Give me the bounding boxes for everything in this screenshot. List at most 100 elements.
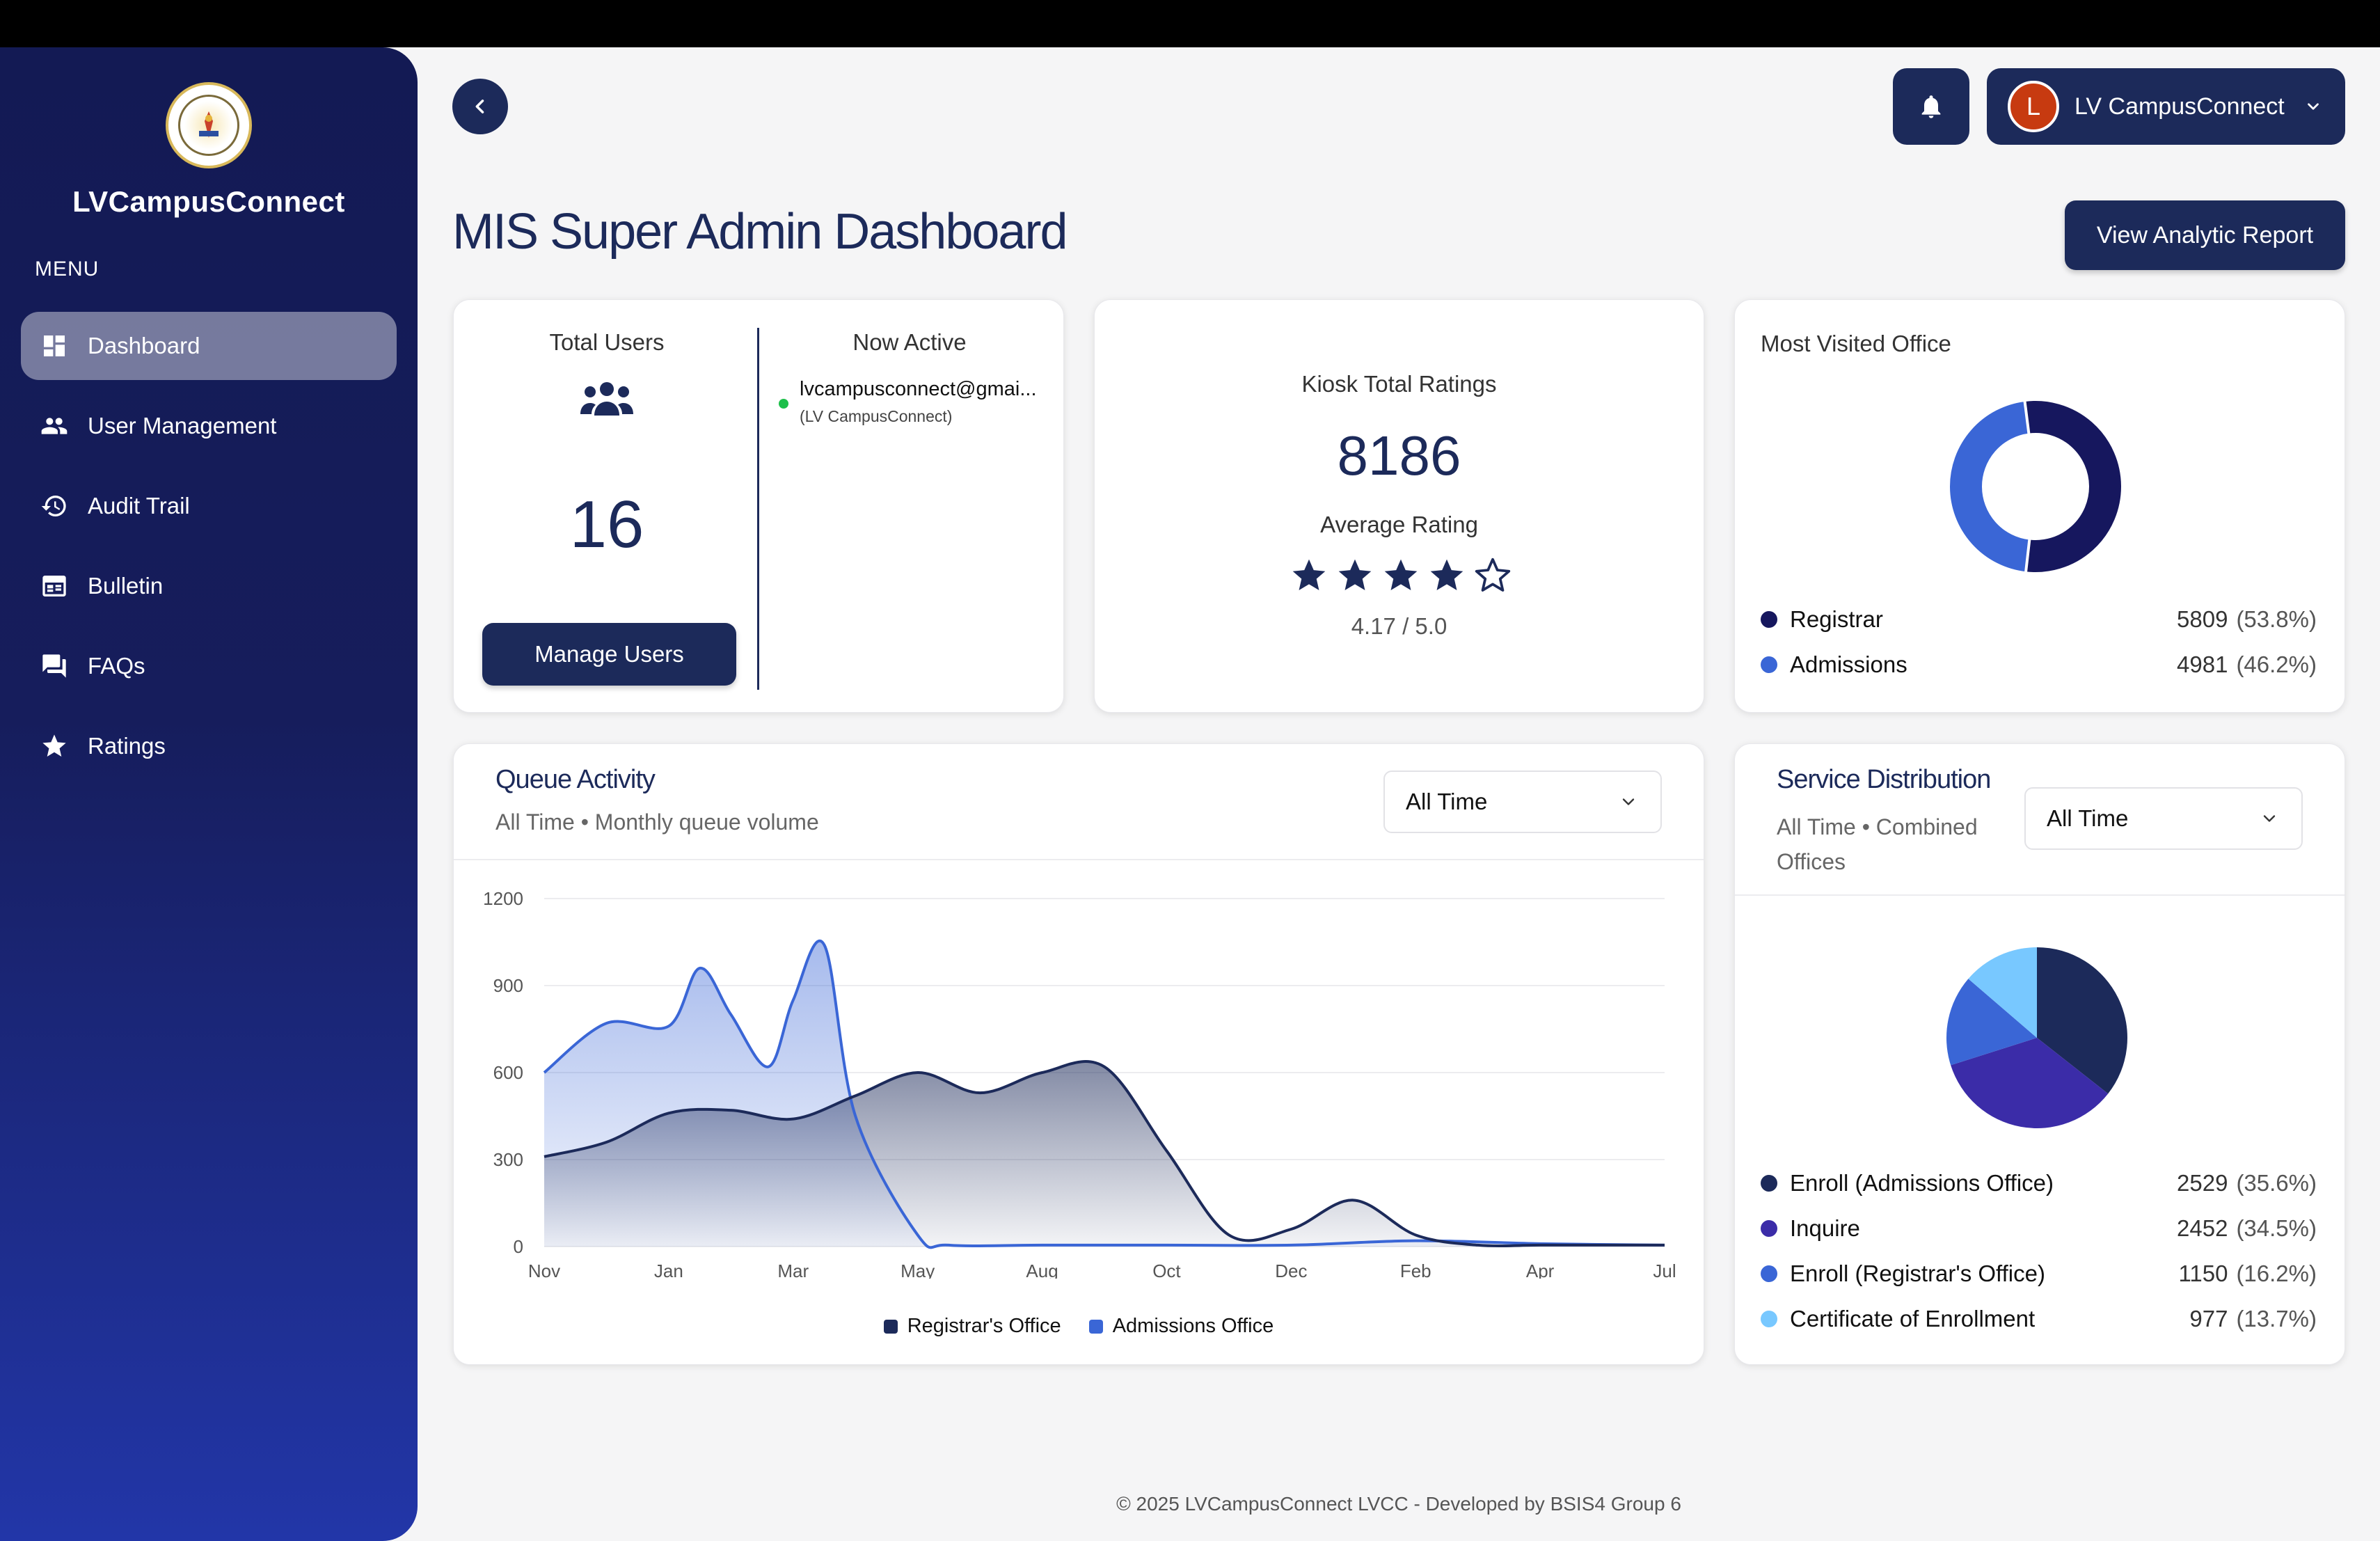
- calendar-icon: [39, 571, 70, 601]
- card-subtitle: All Time • Monthly queue volume: [495, 809, 819, 835]
- legend-label: Inquire: [1790, 1215, 1860, 1241]
- average-rating-label: Average Rating: [1320, 512, 1478, 537]
- x-tick-label: Feb: [1400, 1261, 1431, 1279]
- legend-label: Enroll (Admissions Office): [1790, 1170, 2054, 1196]
- star-icon: [39, 731, 70, 761]
- legend-percent: (13.7%): [2236, 1306, 2317, 1331]
- legend-swatch: [1761, 1220, 1777, 1237]
- legend-swatch: [1761, 611, 1777, 628]
- legend-value: 2529 (35.6%): [2177, 1170, 2317, 1196]
- screen-top-bar: [0, 0, 2380, 47]
- legend-item: Enroll (Registrar's Office): [1761, 1261, 2045, 1287]
- legend-count: 5809: [2177, 606, 2228, 632]
- star-filled-icon: [1338, 559, 1372, 590]
- pie-slice: [1968, 947, 2037, 1038]
- office-donut-chart: [1950, 400, 2121, 573]
- view-analytic-report-button[interactable]: View Analytic Report: [2065, 200, 2345, 270]
- legend-value: 977 (13.7%): [2189, 1306, 2317, 1332]
- manage-users-button[interactable]: Manage Users: [482, 623, 736, 686]
- x-tick-label: Aug: [1026, 1261, 1058, 1279]
- legend-item: Inquire: [1761, 1215, 1860, 1242]
- legend-label: Enroll (Registrar's Office): [1790, 1261, 2045, 1286]
- sidebar-nav: Dashboard User Management Audit Trail Bu…: [21, 312, 397, 792]
- history-icon: [39, 491, 70, 521]
- footer: © 2025 LVCampusConnect LVCC - Developed …: [1116, 1493, 1681, 1515]
- x-tick-label: Jan: [654, 1261, 683, 1279]
- kiosk-total-label: Kiosk Total Ratings: [1301, 371, 1497, 397]
- active-user-name: (LV CampusConnect): [800, 407, 953, 425]
- users-card: Total Users 16 Manage Users Now Active l…: [453, 299, 1064, 713]
- notifications-button[interactable]: [1893, 68, 1969, 145]
- sidebar-item-label: Audit Trail: [88, 493, 190, 519]
- y-tick-label: 0: [514, 1236, 523, 1257]
- pie-slice: [1951, 1038, 2109, 1128]
- user-name: LV CampusConnect: [2074, 93, 2285, 120]
- legend-item: Enroll (Admissions Office): [1761, 1170, 2054, 1196]
- time-filter-dropdown[interactable]: All Time: [2024, 787, 2303, 850]
- donut-slice: [1950, 401, 2030, 572]
- legend-label: Registrar: [1790, 606, 1883, 632]
- user-menu-button[interactable]: L LV CampusConnect: [1987, 68, 2345, 145]
- legend-count: 2529: [2177, 1170, 2228, 1196]
- chevron-left-icon: [475, 100, 484, 113]
- x-tick-label: Apr: [1526, 1261, 1555, 1279]
- x-tick-label: Nov: [528, 1261, 560, 1279]
- y-tick-label: 1200: [483, 888, 523, 909]
- legend-count: 4981: [2177, 651, 2228, 677]
- card-title: Service Distribution: [1777, 765, 1991, 794]
- collapse-sidebar-button[interactable]: [452, 79, 508, 134]
- sidebar-item-audit-trail[interactable]: Audit Trail: [21, 472, 397, 540]
- rating-score: 4.17 / 5.0: [1351, 613, 1447, 639]
- queue-area-chart: 1200 900 600 300 0 Nov Jan Mar May Aug Oct Dec Feb Ap…: [483, 888, 1676, 1279]
- legend-item: Registrar: [1761, 606, 1883, 633]
- star-filled-icon: [1430, 559, 1463, 590]
- time-filter-dropdown[interactable]: All Time: [1383, 770, 1662, 833]
- legend-percent: (16.2%): [2236, 1261, 2317, 1286]
- legend-item: Certificate of Enrollment: [1761, 1306, 2035, 1332]
- legend-percent: (34.5%): [2236, 1215, 2317, 1241]
- online-status-dot: [779, 399, 788, 409]
- divider: [757, 328, 759, 690]
- series-line: [544, 1060, 1665, 1247]
- x-tick-label: Jul: [1653, 1261, 1676, 1279]
- legend-swatch: [1761, 1311, 1777, 1327]
- queue-activity-card: Queue Activity All Time • Monthly queue …: [453, 743, 1704, 1365]
- group-icon: [580, 382, 633, 416]
- sidebar-item-ratings[interactable]: Ratings: [21, 712, 397, 780]
- sidebar: LVCampusConnect MENU Dashboard User Mana…: [0, 47, 418, 1541]
- legend-value: 4981 (46.2%): [2177, 651, 2317, 678]
- x-tick-label: Mar: [777, 1261, 809, 1279]
- dropdown-value: All Time: [1406, 789, 1488, 814]
- chart-legend: Registrar's Office Admissions Office: [454, 1315, 1704, 1338]
- sidebar-item-dashboard[interactable]: Dashboard: [21, 312, 397, 380]
- sidebar-item-label: Bulletin: [88, 573, 164, 599]
- series-line: [543, 939, 1665, 1249]
- sidebar-item-label: Ratings: [88, 733, 166, 759]
- legend-swatch: [1761, 1175, 1777, 1192]
- y-tick-label: 300: [493, 1149, 523, 1170]
- active-user-email: lvcampusconnect@gmai...: [800, 378, 1037, 400]
- bell-icon: [1921, 95, 1941, 118]
- sidebar-item-label: User Management: [88, 413, 277, 438]
- divider: [454, 859, 1704, 860]
- card-subtitle: All Time • Combined Offices: [1777, 814, 1978, 874]
- star-empty-icon: [1475, 558, 1511, 592]
- avatar: L: [2008, 81, 2059, 132]
- chevron-down-icon: [2263, 815, 2276, 822]
- y-tick-label: 900: [493, 975, 523, 996]
- pie-slice: [2037, 947, 2127, 1094]
- sidebar-item-bulletin[interactable]: Bulletin: [21, 552, 397, 620]
- sidebar-item-user-management[interactable]: User Management: [21, 392, 397, 460]
- x-tick-label: Oct: [1152, 1261, 1181, 1279]
- legend-percent: (35.6%): [2236, 1170, 2317, 1196]
- y-tick-label: 600: [493, 1062, 523, 1083]
- total-users-label: Total Users: [549, 329, 665, 355]
- rating-stars: [1290, 556, 1512, 598]
- legend-item: Admissions Office: [1088, 1315, 1274, 1338]
- divider: [1735, 894, 2345, 896]
- page-title: MIS Super Admin Dashboard: [452, 204, 1068, 260]
- sidebar-item-label: FAQs: [88, 653, 145, 679]
- sidebar-item-faqs[interactable]: FAQs: [21, 632, 397, 700]
- service-pie-chart: [1946, 947, 2127, 1128]
- college-logo: [166, 82, 252, 168]
